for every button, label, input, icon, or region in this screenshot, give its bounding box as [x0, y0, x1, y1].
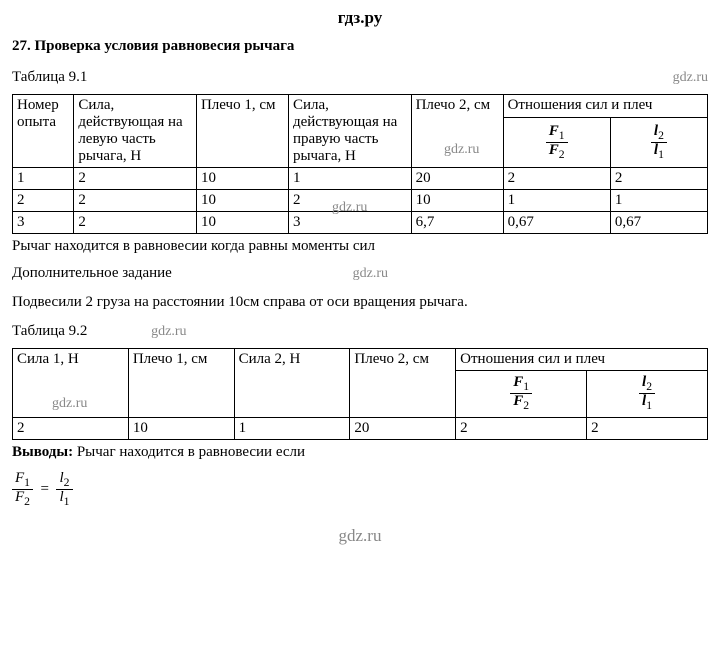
task-description: Подвесили 2 груза на расстоянии 10см спр…	[12, 294, 708, 311]
page-title: 27. Проверка условия равновесия рычага	[12, 38, 708, 55]
col-header: Номер опыта	[13, 95, 74, 168]
table-row: Номер опыта Сила, действующая на левую ч…	[13, 95, 708, 118]
col-header: Отношения сил и плеч	[456, 349, 708, 371]
table2-container: gdz.ru Сила 1, Н Плечо 1, см Сила 2, Н П…	[12, 348, 708, 440]
table-row: 3 2 10 3 6,7 0,67 0,67	[13, 212, 708, 234]
ratio-header-force: F1 F2	[503, 118, 610, 168]
conclusion-text: Рычаг находится в равновесии если	[73, 444, 305, 460]
table1: Номер опыта Сила, действующая на левую ч…	[12, 94, 708, 234]
table1-caption: Таблица 9.1	[12, 69, 87, 86]
table-row: 2 2 10 2 10 1 1	[13, 190, 708, 212]
col-header: Сила, действующая на левую часть рычага,…	[74, 95, 197, 168]
table1-container: gdz.ru gdz.ru Номер опыта Сила, действую…	[12, 94, 708, 234]
table-row: 2 10 1 20 2 2	[13, 417, 708, 439]
col-header: Плечо 1, см	[196, 95, 288, 168]
ratio-header-arm: l2 l1	[610, 118, 707, 168]
table-row: Сила 1, Н Плечо 1, см Сила 2, Н Плечо 2,…	[13, 349, 708, 371]
watermark-icon: gdz.ru	[673, 70, 708, 86]
ratio-header-force: F1 F2	[456, 371, 587, 418]
col-header: Отношения сил и плеч	[503, 95, 707, 118]
col-header: Плечо 2, см	[411, 95, 503, 168]
conclusion-label: Выводы:	[12, 444, 73, 460]
col-header: Сила, действующая на правую часть рычага…	[288, 95, 411, 168]
watermark-icon: gdz.ru	[151, 324, 186, 339]
site-logo-header: гдз.ру	[12, 8, 708, 28]
table2-caption: Таблица 9.2	[12, 323, 87, 339]
col-header: Сила 1, Н	[13, 349, 129, 418]
table2: Сила 1, Н Плечо 1, см Сила 2, Н Плечо 2,…	[12, 348, 708, 440]
col-header: Плечо 1, см	[128, 349, 234, 418]
watermark-icon: gdz.ru	[353, 266, 388, 282]
note-text: Рычаг находится в равновесии когда равны…	[12, 238, 708, 255]
additional-task-label: Дополнительное задание	[12, 265, 172, 282]
equilibrium-formula: F1 F2 = l2 l1	[12, 471, 708, 509]
ratio-header-arm: l2 l1	[587, 371, 708, 418]
col-header: Плечо 2, см	[350, 349, 456, 418]
site-logo-footer: gdz.ru	[12, 526, 708, 546]
table-row: 1 2 10 1 20 2 2	[13, 168, 708, 190]
col-header: Сила 2, Н	[234, 349, 350, 418]
conclusion-line: Выводы: Рычаг находится в равновесии есл…	[12, 444, 708, 461]
